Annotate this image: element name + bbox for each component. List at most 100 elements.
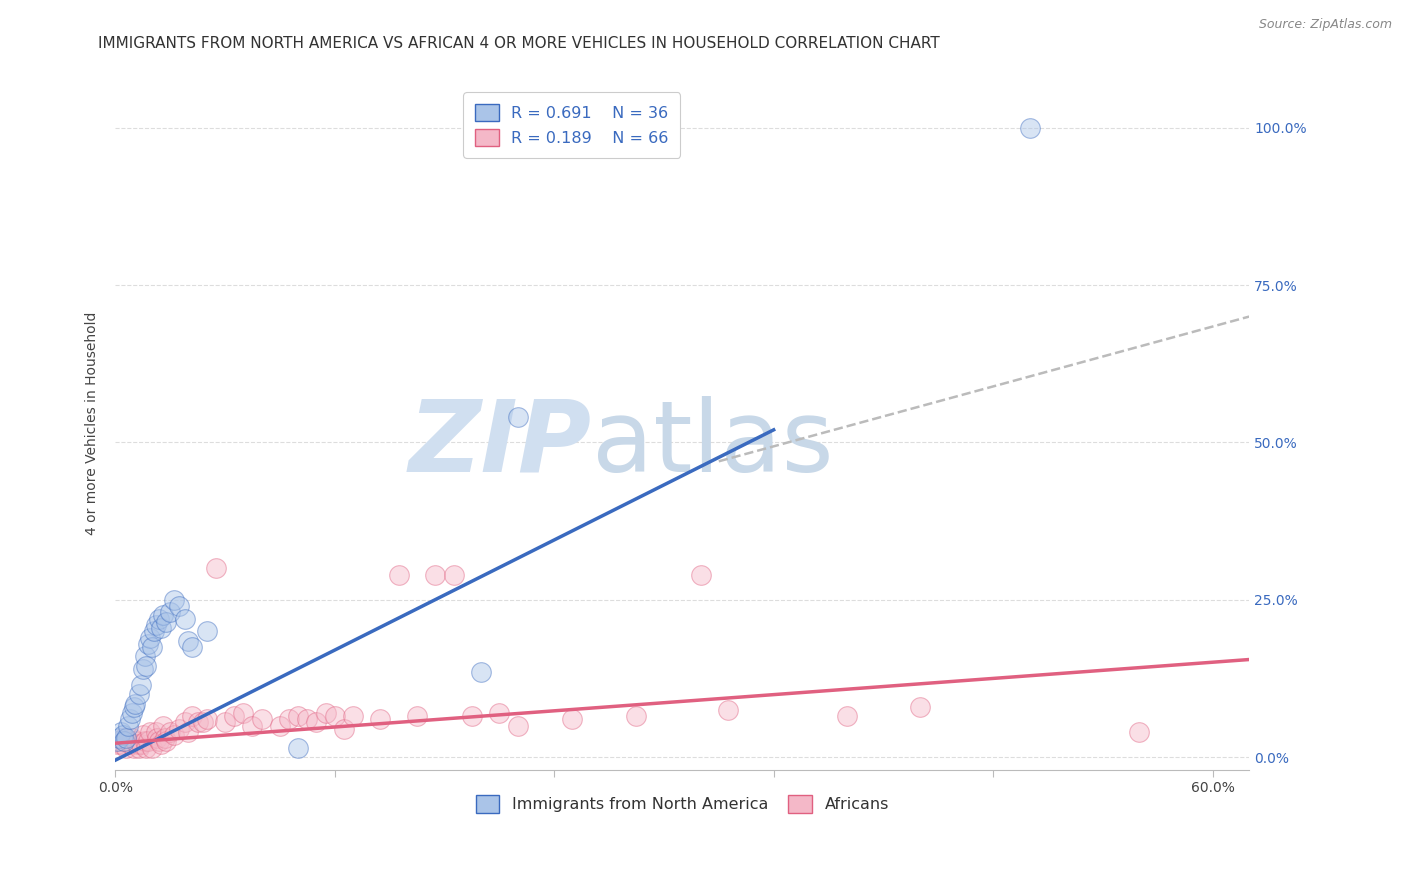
Point: [461, 709, 484, 723]
Point: [117, 734, 139, 748]
Point: [150, 738, 173, 752]
Point: [232, 706, 254, 720]
Point: [124, 734, 146, 748]
Point: [122, 740, 145, 755]
Point: [115, 740, 138, 755]
Y-axis label: 4 or more Vehicles in Household: 4 or more Vehicles in Household: [86, 312, 100, 535]
Point: [506, 718, 529, 732]
Point: [323, 709, 346, 723]
Point: [506, 410, 529, 425]
Point: [135, 740, 157, 755]
Point: [835, 709, 858, 723]
Point: [136, 734, 159, 748]
Point: [155, 615, 177, 629]
Point: [717, 703, 740, 717]
Point: [278, 712, 301, 726]
Point: [470, 665, 492, 679]
Point: [214, 715, 236, 730]
Point: [111, 731, 134, 746]
Point: [139, 725, 162, 739]
Point: [163, 592, 186, 607]
Point: [131, 728, 153, 742]
Point: [689, 567, 711, 582]
Point: [626, 709, 648, 723]
Point: [370, 712, 392, 726]
Text: ZIP: ZIP: [409, 396, 592, 492]
Point: [315, 706, 337, 720]
Point: [115, 731, 138, 746]
Point: [145, 618, 167, 632]
Point: [187, 715, 209, 730]
Point: [118, 738, 141, 752]
Point: [135, 658, 157, 673]
Point: [124, 697, 146, 711]
Point: [163, 728, 186, 742]
Point: [141, 740, 163, 755]
Point: [121, 706, 143, 720]
Point: [205, 561, 228, 575]
Point: [297, 712, 319, 726]
Point: [488, 706, 510, 720]
Point: [287, 709, 309, 723]
Point: [122, 699, 145, 714]
Point: [110, 738, 132, 752]
Point: [110, 725, 132, 739]
Point: [250, 712, 273, 726]
Point: [128, 687, 150, 701]
Point: [139, 631, 162, 645]
Point: [169, 599, 191, 613]
Point: [134, 649, 156, 664]
Point: [561, 712, 583, 726]
Text: Source: ZipAtlas.com: Source: ZipAtlas.com: [1258, 18, 1392, 31]
Point: [148, 612, 170, 626]
Point: [287, 740, 309, 755]
Text: atlas: atlas: [592, 396, 834, 492]
Point: [177, 725, 200, 739]
Point: [159, 725, 181, 739]
Point: [269, 718, 291, 732]
Point: [333, 722, 356, 736]
Point: [136, 637, 159, 651]
Point: [173, 612, 195, 626]
Point: [152, 608, 174, 623]
Point: [117, 718, 139, 732]
Point: [443, 567, 465, 582]
Point: [127, 738, 149, 752]
Point: [191, 715, 214, 730]
Point: [145, 725, 167, 739]
Point: [1018, 120, 1040, 135]
Point: [342, 709, 364, 723]
Point: [111, 728, 134, 742]
Point: [105, 734, 128, 748]
Point: [118, 712, 141, 726]
Text: IMMIGRANTS FROM NORTH AMERICA VS AFRICAN 4 OR MORE VEHICLES IN HOUSEHOLD CORRELA: IMMIGRANTS FROM NORTH AMERICA VS AFRICAN…: [98, 36, 941, 51]
Point: [155, 734, 177, 748]
Point: [141, 640, 163, 654]
Point: [148, 734, 170, 748]
Point: [173, 715, 195, 730]
Point: [195, 712, 218, 726]
Point: [112, 734, 135, 748]
Point: [142, 624, 165, 639]
Point: [169, 722, 191, 736]
Point: [121, 731, 143, 746]
Point: [131, 662, 153, 676]
Point: [224, 709, 246, 723]
Point: [177, 633, 200, 648]
Point: [406, 709, 429, 723]
Point: [425, 567, 447, 582]
Point: [129, 738, 152, 752]
Point: [112, 734, 135, 748]
Point: [159, 605, 181, 619]
Point: [1128, 725, 1150, 739]
Point: [152, 718, 174, 732]
Point: [105, 738, 128, 752]
Point: [181, 709, 204, 723]
Legend: Immigrants from North America, Africans: Immigrants from North America, Africans: [464, 784, 900, 824]
Point: [128, 740, 150, 755]
Point: [305, 715, 328, 730]
Point: [146, 731, 169, 746]
Point: [153, 731, 176, 746]
Point: [388, 567, 411, 582]
Point: [108, 734, 131, 748]
